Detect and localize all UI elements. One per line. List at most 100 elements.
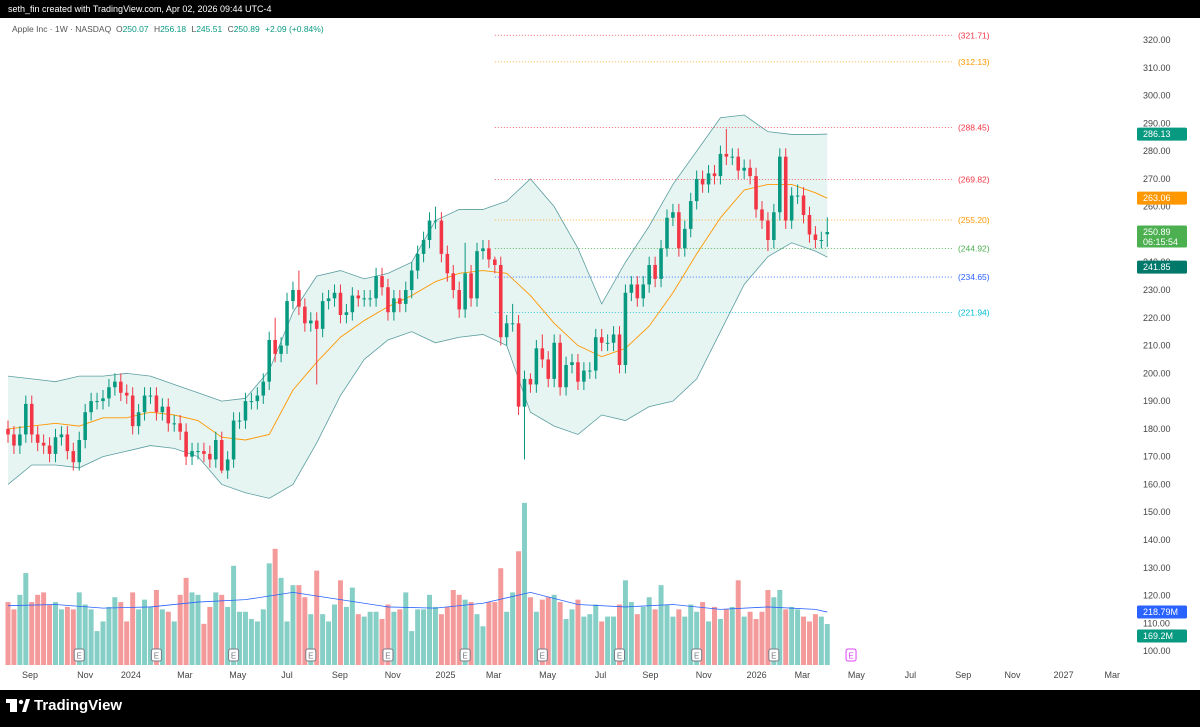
- candle-body: [392, 298, 396, 313]
- price-badge-label: 241.85: [1143, 262, 1171, 272]
- candle-body: [783, 156, 788, 221]
- price-badge: [1137, 127, 1187, 141]
- y-tick-label: 220.00: [1143, 313, 1171, 323]
- candle-body: [487, 248, 491, 260]
- upcoming-earnings: E: [845, 648, 857, 662]
- x-tick-label: Sep: [642, 670, 658, 680]
- candle-body: [303, 306, 307, 324]
- volume-bar: [326, 621, 332, 665]
- earnings-marker-label: E: [694, 652, 699, 661]
- y-tick-label: 160.00: [1143, 479, 1171, 489]
- x-tick-label: 2027: [1054, 670, 1074, 680]
- candle-body: [576, 362, 580, 382]
- candle-body: [291, 290, 295, 302]
- earnings-marker: E: [459, 648, 471, 662]
- ohlc-value: 256.18: [160, 24, 187, 34]
- candle-body: [801, 195, 806, 215]
- candle-body: [249, 401, 254, 403]
- candle-body: [380, 276, 384, 288]
- volume-bar: [189, 592, 195, 665]
- candle-body: [190, 451, 194, 457]
- legend: Apple Inc · 1W · NASDAQ O250.07 H256.18 …: [12, 24, 327, 34]
- volume-bar: [254, 621, 260, 665]
- ohlc-label: H: [153, 24, 161, 34]
- volume-bar: [332, 604, 338, 665]
- candle-body: [504, 323, 509, 338]
- volume-bar: [415, 609, 421, 665]
- volume-bar: [444, 606, 450, 665]
- volume-bar: [801, 616, 807, 665]
- ohlc-label: L: [191, 24, 197, 34]
- countdown: 06:15:54: [1143, 237, 1178, 247]
- x-tick-label: Sep: [22, 670, 38, 680]
- volume-bar: [314, 570, 320, 665]
- candle-body: [647, 265, 651, 285]
- candle-body: [730, 156, 735, 158]
- candle-body: [202, 451, 206, 454]
- upcoming-earnings-box: [845, 648, 857, 662]
- x-tick-label: Sep: [332, 670, 348, 680]
- volume-bar: [450, 589, 456, 665]
- earnings-marker: E: [73, 648, 85, 662]
- candle-body: [326, 298, 331, 302]
- y-tick-label: 100.00: [1143, 646, 1171, 656]
- volume-bar: [58, 609, 64, 665]
- candle-body: [528, 378, 533, 385]
- candle-body: [540, 348, 545, 360]
- candle-body: [653, 265, 657, 279]
- candle-body: [611, 334, 616, 343]
- candle-body: [368, 298, 372, 300]
- candle-body: [700, 178, 705, 185]
- earnings-marker-label: E: [771, 652, 776, 661]
- candle-body: [421, 240, 426, 254]
- y-tick-label: 210.00: [1143, 341, 1171, 351]
- candle-body: [795, 195, 800, 197]
- volume-bar: [53, 602, 58, 665]
- ohlc-value: 250.89: [233, 24, 260, 34]
- candle-body: [629, 284, 634, 293]
- candle-body: [789, 195, 794, 221]
- volume-bar: [231, 565, 237, 665]
- candle-body: [231, 420, 236, 460]
- candle-body: [107, 387, 111, 399]
- candle-body: [148, 395, 153, 397]
- x-tick-label: 2024: [121, 670, 141, 680]
- candle-body: [142, 395, 147, 413]
- volume-bar: [11, 609, 17, 665]
- volume-bar: [599, 621, 605, 665]
- volume-bar: [694, 611, 700, 665]
- volume-bar: [605, 616, 611, 665]
- volume-bar: [320, 614, 326, 665]
- earnings-marker: E: [305, 648, 317, 662]
- candle-body: [825, 231, 830, 235]
- x-tick-label: Mar: [177, 670, 193, 680]
- y-tick-label: 280.00: [1143, 146, 1171, 156]
- brand-logo: [6, 699, 30, 712]
- ohlc-label: O: [115, 24, 123, 34]
- volume-bar: [771, 597, 777, 665]
- candle-body: [18, 434, 22, 446]
- candle-body: [24, 403, 28, 435]
- earnings-marker: E: [768, 648, 780, 662]
- volume-bar: [474, 614, 480, 665]
- candle-body: [481, 248, 485, 252]
- candle-body: [273, 340, 277, 354]
- volume-bar: [765, 589, 771, 665]
- volume-bar: [195, 594, 201, 665]
- volume-bar: [492, 602, 498, 665]
- candle-body: [433, 220, 438, 222]
- level-label: (288.45): [958, 123, 990, 133]
- volume-bar: [587, 614, 593, 665]
- volume-bar: [735, 580, 741, 665]
- candle-body: [320, 301, 325, 329]
- volume-bar: [153, 589, 159, 665]
- volume-bar: [165, 611, 171, 665]
- earnings-marker: E: [536, 648, 548, 662]
- volume-bar: [29, 602, 35, 665]
- level-label: (221.94): [958, 307, 990, 317]
- candle-body: [71, 451, 76, 463]
- volume-bar: [522, 502, 527, 665]
- volume-bar: [41, 592, 47, 665]
- candle-body: [29, 403, 34, 435]
- price-badge-label: 250.89: [1143, 227, 1171, 237]
